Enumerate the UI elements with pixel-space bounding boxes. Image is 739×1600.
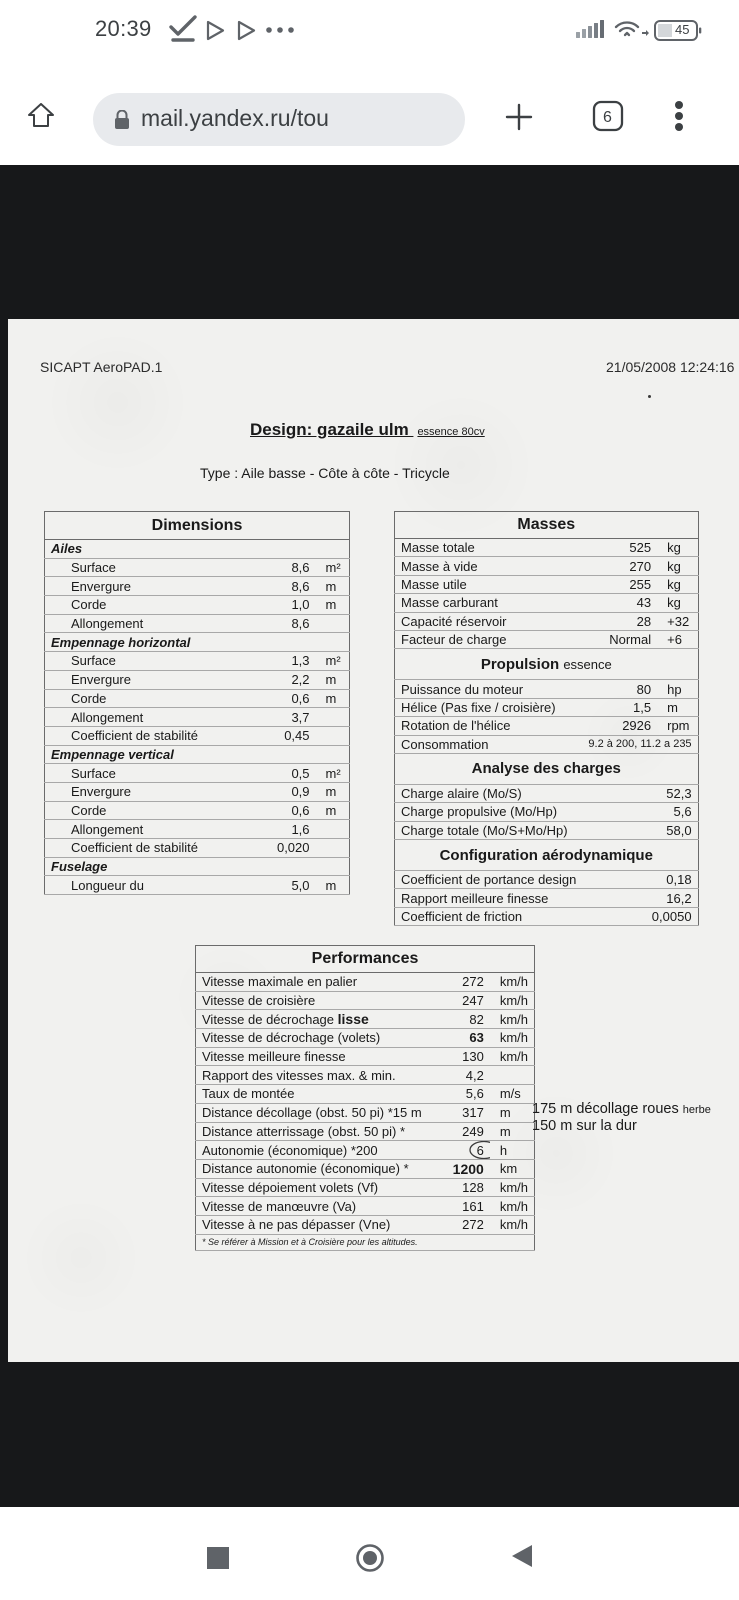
svg-text:6: 6 [603, 109, 612, 126]
